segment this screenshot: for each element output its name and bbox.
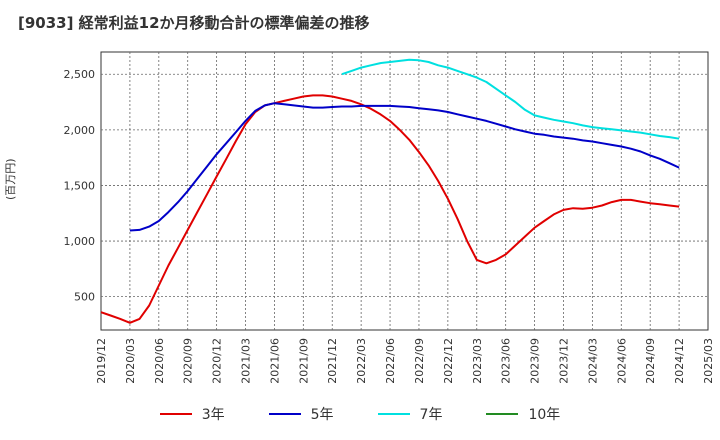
legend-item-5yr: 5年: [268, 404, 334, 424]
x-tick-label: 2024/03: [586, 338, 599, 384]
x-tick-label: 2024/09: [644, 338, 657, 384]
x-tick-label: 2024/06: [615, 338, 628, 384]
x-tick-label: 2021/09: [297, 338, 310, 384]
series-line-1: [129, 102, 680, 232]
series-line-0: [100, 94, 680, 324]
legend-label-3yr: 3年: [201, 407, 225, 423]
x-tick-label: 2020/09: [182, 338, 195, 384]
plot-area: [100, 51, 709, 331]
y-tick-label: 500: [74, 291, 95, 304]
legend-label-10yr: 10年: [528, 407, 561, 423]
x-tick-label: 2024/12: [673, 338, 686, 384]
legend-item-10yr: 10年: [486, 404, 560, 424]
y-tick-label: 2,500: [64, 68, 96, 81]
x-tick-label: 2021/06: [268, 338, 281, 384]
y-tick-label: 2,000: [64, 124, 96, 137]
x-tick-label: 2020/06: [153, 338, 166, 384]
legend-label-7yr: 7年: [419, 407, 443, 423]
legend-swatch-7yr: [377, 413, 410, 415]
chart-title: [9033] 経常利益12か月移動合計の標準偏差の推移: [18, 14, 370, 32]
legend-item-7yr: 7年: [377, 404, 443, 424]
x-tick-label: 2023/03: [471, 338, 484, 384]
y-tick-label: 1,000: [64, 235, 96, 248]
legend-item-3yr: 3年: [159, 404, 225, 424]
x-tick-label: 2023/09: [529, 338, 542, 384]
x-tick-label: 2023/06: [500, 338, 513, 384]
legend-label-5yr: 5年: [310, 407, 334, 423]
x-tick-label: 2022/03: [355, 338, 368, 384]
x-tick-label: 2023/12: [557, 338, 570, 384]
legend-swatch-5yr: [268, 413, 301, 415]
x-tick-label: 2019/12: [95, 338, 108, 384]
x-tick-label: 2021/12: [326, 338, 339, 384]
x-tick-label: 2022/09: [413, 338, 426, 384]
x-tick-label: 2020/12: [211, 338, 224, 384]
legend-swatch-3yr: [159, 413, 192, 415]
series-line-2: [341, 58, 680, 140]
y-tick-label: 1,500: [64, 179, 96, 192]
x-tick-label: 2021/03: [240, 338, 253, 384]
x-tick-label: 2025/03: [702, 338, 715, 384]
x-tick-label: 2022/12: [442, 338, 455, 384]
x-tick-label: 2020/03: [124, 338, 137, 384]
x-tick-label: 2022/06: [384, 338, 397, 384]
legend-swatch-10yr: [486, 413, 519, 415]
legend: 3年 5年 7年 10年: [0, 404, 720, 424]
